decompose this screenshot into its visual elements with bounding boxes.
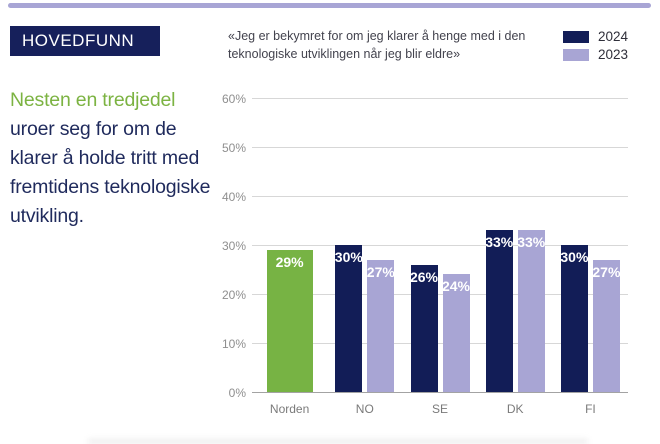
bar-value-label: 26% (409, 268, 439, 285)
bar-group-norden: 29% (252, 249, 327, 392)
bar-2024-no: 30% (334, 245, 363, 392)
legend-swatch-2024 (563, 30, 589, 43)
bar-value-label: 30% (334, 249, 363, 265)
y-axis-tick-label: 20% (221, 288, 246, 302)
gridline-20% (252, 294, 628, 295)
x-axis-category-label-fi: FI (585, 402, 596, 416)
bar-norden-norden: 29% (266, 249, 313, 392)
bar-value-label: 27% (592, 263, 621, 280)
y-axis-tick-label: 10% (221, 337, 246, 351)
gridline-40% (252, 196, 628, 197)
gridline-10% (252, 343, 628, 344)
x-axis-category-label-se: SE (432, 402, 449, 416)
section-tag: HOVEDFUNN (10, 26, 160, 56)
bar-value-label: 27% (366, 263, 395, 280)
bar-group-dk: 33% 33% (478, 230, 553, 392)
bar-2023-dk: 33% (517, 230, 546, 392)
legend-label-2023: 2023 (598, 47, 629, 62)
bar-2023-no: 27% (366, 259, 395, 392)
bar-2023-fi: 27% (592, 259, 621, 392)
top-accent-rule (8, 3, 651, 8)
legend-swatch-2023 (563, 48, 589, 61)
x-axis-labels: Norden NO SE DK FI (252, 402, 628, 416)
x-axis-category-label-dk: DK (506, 402, 524, 416)
headline: Nesten en tredjedel uroer seg for om de … (10, 86, 215, 231)
bar-2024-fi: 30% (560, 245, 589, 392)
bar-value-label: 29% (275, 253, 304, 270)
headline-rest: uroer seg for om de klarer å holde tritt… (10, 118, 211, 227)
bar-group-no: 30% 27% (327, 245, 402, 392)
bar-groups: 29% 30% 27% 26% 24% 33% 33% 30% 27% (252, 98, 628, 392)
gridline-0% (252, 392, 628, 393)
y-axis-tick-label: 0% (228, 386, 246, 400)
chart-legend: 2024 2023 (563, 29, 628, 65)
bar-value-label: 24% (441, 278, 471, 295)
bar-2023-se: 24% (441, 274, 471, 392)
y-axis-tick-label: 60% (221, 92, 246, 106)
gridline-60% (252, 98, 628, 99)
bottom-shadow (88, 439, 588, 444)
headline-highlight: Nesten en tredjedel (10, 89, 176, 111)
bar-value-label: 33% (485, 234, 514, 251)
legend-item-2024: 2024 (563, 29, 628, 44)
chart-title-quote: «Jeg er bekymret for om jeg klarer å hen… (228, 29, 526, 61)
y-axis-tick-label: 30% (221, 239, 246, 253)
bar-2024-dk: 33% (485, 230, 514, 392)
legend-item-2023: 2023 (563, 47, 628, 62)
y-axis-tick-label: 40% (221, 190, 246, 204)
bar-group-se: 26% 24% (402, 264, 477, 392)
bar-2024-se: 26% (409, 264, 439, 392)
left-panel: HOVEDFUNN Nesten en tredjedel uroer seg … (10, 26, 222, 231)
bar-group-fi: 30% 27% (553, 245, 628, 392)
legend-label-2024: 2024 (598, 29, 629, 44)
bar-value-label: 30% (560, 249, 589, 265)
gridline-50% (252, 147, 628, 148)
x-axis-category-label-no: NO (355, 402, 374, 416)
bar-chart-plot: 0% 10% 20% 30% 40% 50% 60% 29% 30% 27% 26% 24% 33% 33… (222, 92, 628, 400)
gridline-30% (252, 245, 628, 246)
x-axis-category-label-norden: Norden (269, 402, 310, 416)
y-axis-tick-label: 50% (221, 141, 246, 155)
bar-value-label: 33% (517, 234, 546, 251)
